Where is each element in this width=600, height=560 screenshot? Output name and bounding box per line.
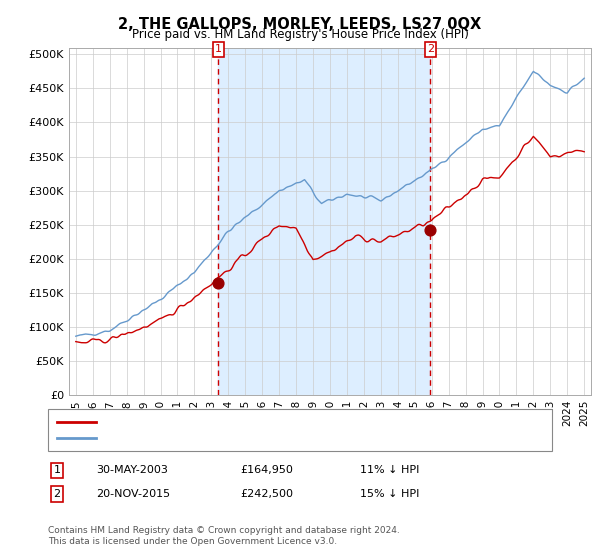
Text: 2: 2 — [53, 489, 61, 499]
Text: 2: 2 — [427, 44, 434, 54]
Text: 1: 1 — [53, 465, 61, 475]
Point — [214, 278, 223, 287]
Text: £242,500: £242,500 — [240, 489, 293, 499]
Text: 30-MAY-2003: 30-MAY-2003 — [96, 465, 168, 475]
Text: Contains HM Land Registry data © Crown copyright and database right 2024.: Contains HM Land Registry data © Crown c… — [48, 526, 400, 535]
Text: 20-NOV-2015: 20-NOV-2015 — [96, 489, 170, 499]
Bar — [218, 48, 430, 395]
Text: This data is licensed under the Open Government Licence v3.0.: This data is licensed under the Open Gov… — [48, 538, 337, 547]
Text: 15% ↓ HPI: 15% ↓ HPI — [360, 489, 419, 499]
Text: £164,950: £164,950 — [240, 465, 293, 475]
Text: HPI: Average price, detached house, Leeds: HPI: Average price, detached house, Leed… — [105, 433, 328, 443]
Text: 2, THE GALLOPS, MORLEY, LEEDS, LS27 0QX (detached house): 2, THE GALLOPS, MORLEY, LEEDS, LS27 0QX … — [105, 417, 431, 427]
Text: Price paid vs. HM Land Registry's House Price Index (HPI): Price paid vs. HM Land Registry's House … — [131, 28, 469, 41]
Point — [425, 225, 435, 234]
Text: 2, THE GALLOPS, MORLEY, LEEDS, LS27 0QX: 2, THE GALLOPS, MORLEY, LEEDS, LS27 0QX — [118, 17, 482, 32]
Text: 11% ↓ HPI: 11% ↓ HPI — [360, 465, 419, 475]
Text: 1: 1 — [215, 44, 222, 54]
